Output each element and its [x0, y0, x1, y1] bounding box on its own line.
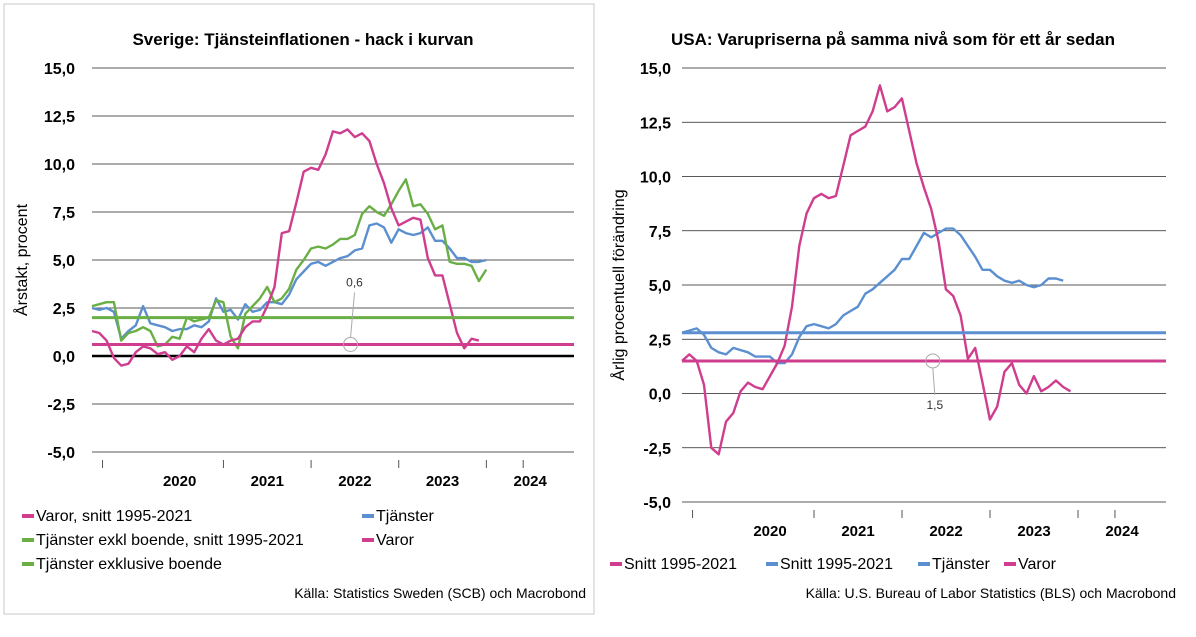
- y-tick-label: -2,5: [643, 441, 671, 458]
- y-tick-label: -5,0: [643, 495, 671, 512]
- chart-border: [3, 3, 595, 615]
- y-tick-label: 2,5: [649, 332, 671, 349]
- chart-panel-sweden: Sverige: Tjänsteinflationen - hack i kur…: [0, 0, 598, 632]
- legend-label: Tjänster exkl boende, snitt 1995-2021: [36, 532, 304, 549]
- y-tick-label: 15,0: [640, 61, 671, 78]
- series-line: [681, 227, 1064, 365]
- y-tick-label: -5,0: [47, 445, 75, 462]
- x-tick-label: 2020: [753, 523, 786, 540]
- x-tick-label: 2023: [1017, 523, 1050, 540]
- x-tick-label: 2024: [1105, 523, 1139, 540]
- legend-label: Varor: [1018, 556, 1057, 573]
- x-tick-label: 2020: [163, 473, 196, 490]
- annotation-label: 1,5: [926, 398, 943, 412]
- y-tick-label: 5,0: [649, 278, 671, 295]
- chart-title: USA: Varupriserna på samma nivå som för …: [671, 30, 1115, 49]
- legend-label: Tjänster: [932, 556, 990, 573]
- y-tick-label: 7,5: [649, 224, 671, 241]
- source-note: Källa: Statistics Sweden (SCB) och Macro…: [294, 585, 586, 601]
- series-line: [91, 178, 488, 350]
- y-tick-label: 7,5: [53, 205, 75, 222]
- y-tick-label: -2,5: [47, 397, 75, 414]
- x-tick-label: 2022: [338, 473, 371, 490]
- series-line: [91, 222, 487, 340]
- y-tick-label: 10,0: [640, 170, 671, 187]
- y-tick-label: 15,0: [44, 61, 75, 78]
- series-line: [91, 128, 480, 367]
- legend-label: Tjänster exklusive boende: [36, 556, 222, 573]
- y-tick-label: 0,0: [649, 387, 671, 404]
- x-tick-label: 2023: [426, 473, 459, 490]
- chart-title: Sverige: Tjänsteinflationen - hack i kur…: [132, 30, 473, 49]
- chart-sweden: Sverige: Tjänsteinflationen - hack i kur…: [3, 3, 595, 615]
- chart-usa: USA: Varupriserna på samma nivå som för …: [609, 30, 1176, 601]
- legend-label: Varor: [376, 532, 415, 549]
- chart-panel-usa: USA: Varupriserna på samma nivå som för …: [598, 0, 1196, 632]
- y-axis-label: Årstakt, procent: [12, 203, 31, 316]
- legend-label: Snitt 1995-2021: [780, 556, 893, 573]
- y-tick-label: 2,5: [53, 301, 75, 318]
- series-line: [681, 84, 1072, 456]
- legend-label: Tjänster: [376, 508, 434, 525]
- x-tick-label: 2022: [929, 523, 962, 540]
- y-tick-label: 12,5: [44, 109, 75, 126]
- annotation-leader: [932, 367, 936, 395]
- y-tick-label: 10,0: [44, 157, 75, 174]
- legend-label: Varor, snitt 1995-2021: [36, 508, 192, 525]
- y-tick-label: 5,0: [53, 253, 75, 270]
- source-note: Källa: U.S. Bureau of Labor Statistics (…: [806, 585, 1176, 601]
- annotation-label: 0,6: [346, 275, 363, 289]
- y-axis-label: Årlig procentuell förändring: [609, 189, 628, 380]
- annotation-leader: [350, 292, 356, 338]
- x-tick-label: 2021: [841, 523, 874, 540]
- x-tick-label: 2021: [251, 473, 284, 490]
- legend-label: Snitt 1995-2021: [624, 556, 737, 573]
- x-tick-label: 2024: [513, 473, 547, 490]
- y-tick-label: 0,0: [53, 349, 75, 366]
- y-tick-label: 12,5: [640, 115, 671, 132]
